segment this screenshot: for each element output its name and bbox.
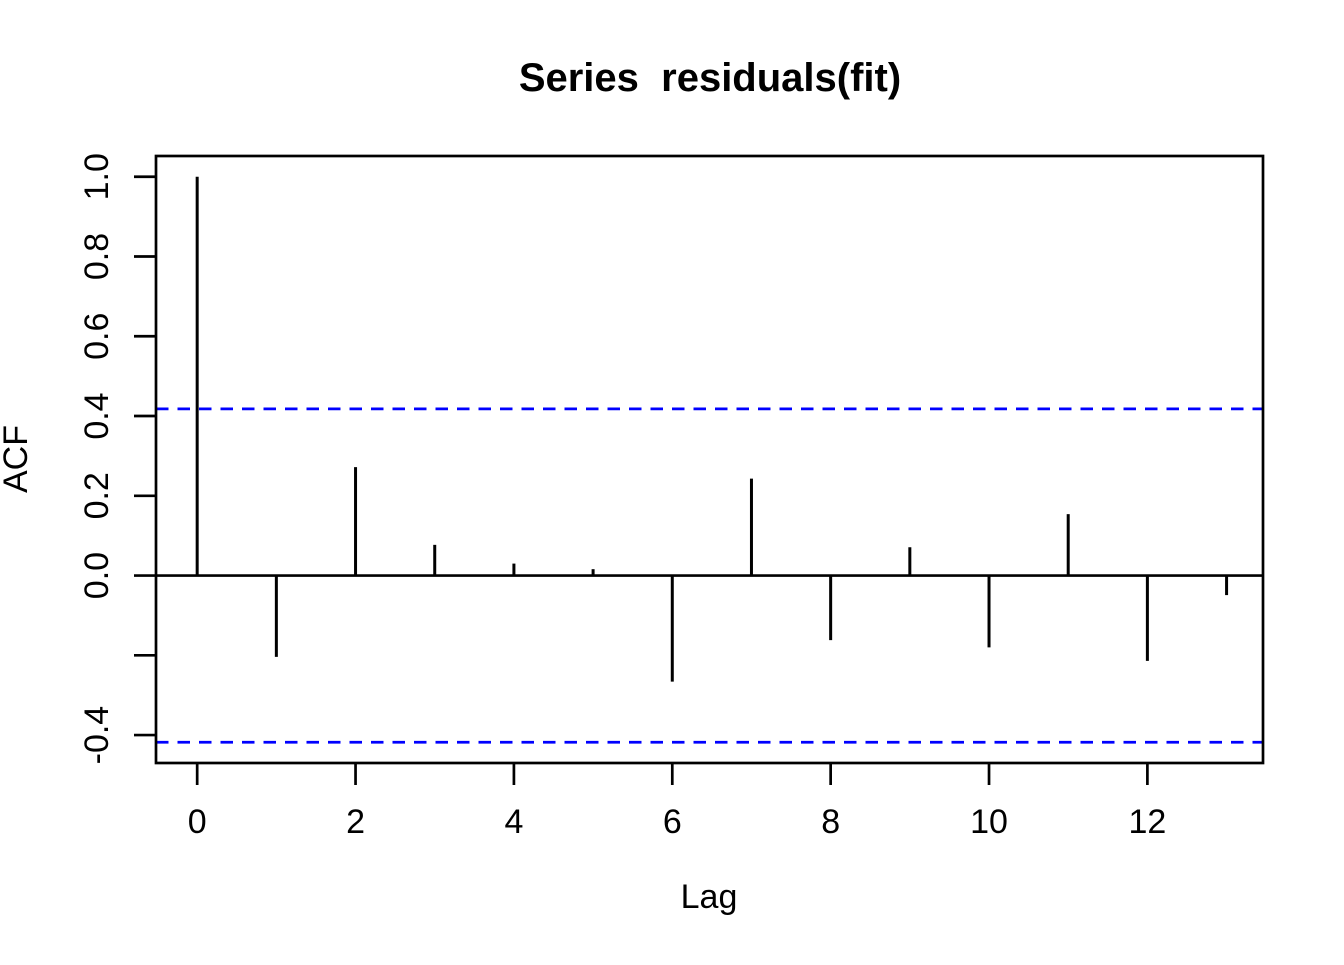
plot-box-group: [154, 154, 1265, 765]
y-tick-label: -0.4: [78, 706, 116, 765]
y-axis-label: ACF: [0, 425, 35, 493]
y-axis-ticks: 1.0 0.8 0.6 0.4 0.2 0.0 -0.4: [78, 153, 156, 764]
y-tick-label: 0.8: [78, 233, 116, 280]
x-tick-label: 6: [663, 803, 682, 841]
plot-box: [154, 154, 1265, 765]
y-tick-label: 0.6: [78, 313, 116, 360]
x-tick-label: 8: [821, 803, 840, 841]
x-tick-label: 0: [188, 803, 207, 841]
x-tick-label: 10: [970, 803, 1008, 841]
x-axis-ticks: 0 2 4 6 8 10 12: [188, 763, 1166, 841]
acf-stems: [195, 176, 1229, 682]
x-tick-label: 12: [1128, 803, 1166, 841]
chart-title: Series residuals(fit): [519, 56, 901, 100]
confidence-interval-lines: [156, 407, 1263, 744]
x-tick-label: 2: [346, 803, 365, 841]
y-tick-label: 1.0: [78, 153, 116, 200]
x-axis-label: Lag: [681, 878, 738, 916]
x-tick-label: 4: [504, 803, 523, 841]
y-tick-label: 0.0: [78, 552, 116, 599]
y-tick-label: 0.4: [78, 392, 116, 439]
y-tick-label: 0.2: [78, 472, 116, 519]
